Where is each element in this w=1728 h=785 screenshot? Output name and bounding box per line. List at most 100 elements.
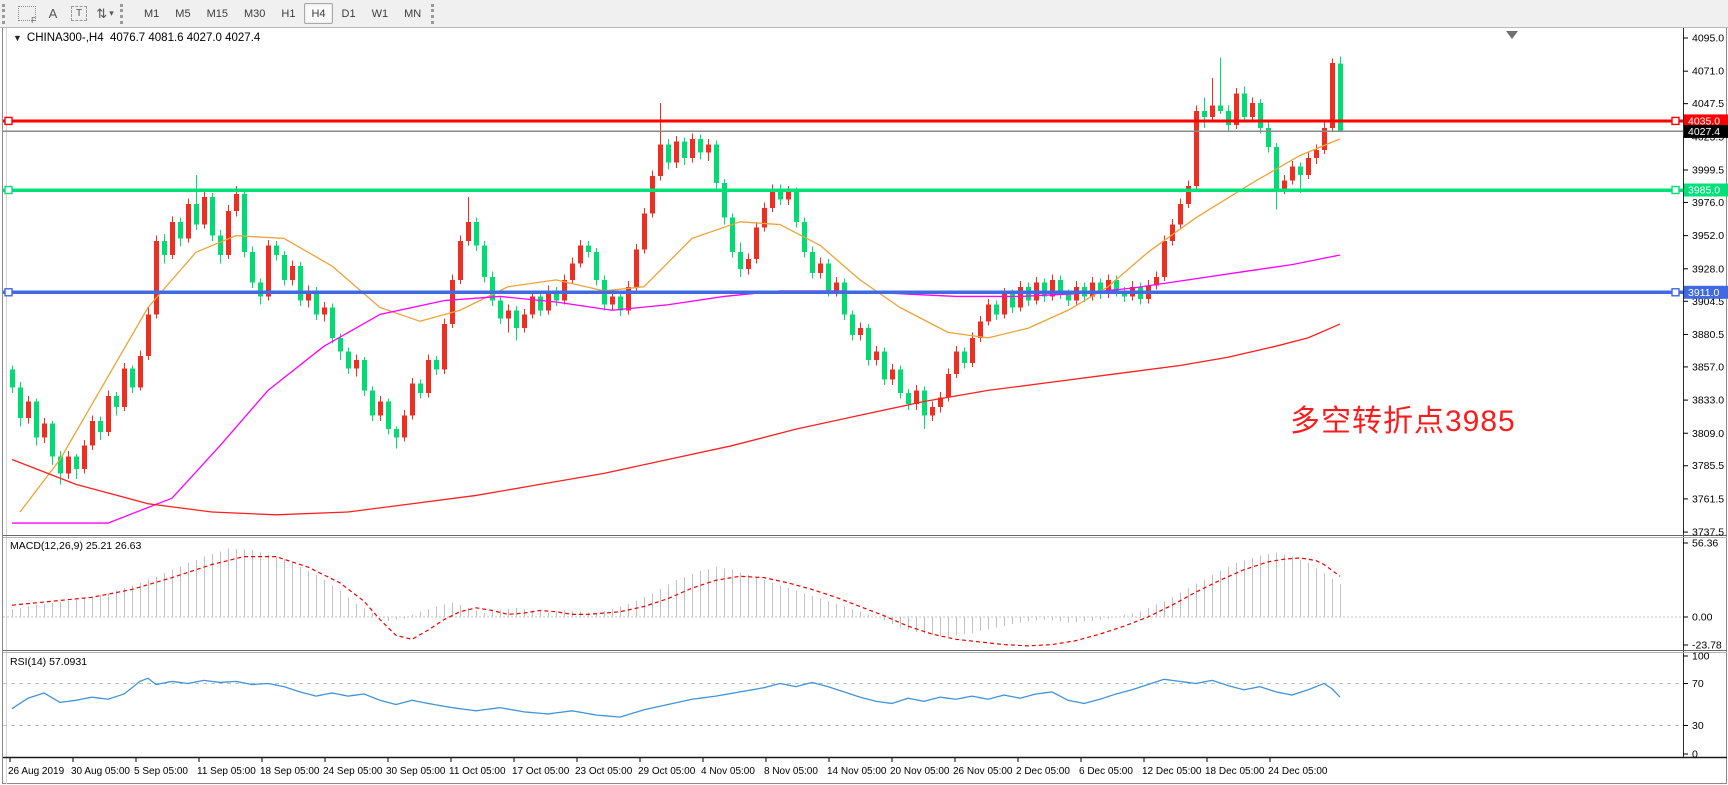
- hline-handle[interactable]: [4, 185, 13, 195]
- candle-body: [690, 138, 695, 159]
- candle-body: [34, 401, 39, 438]
- candle-body: [722, 183, 727, 218]
- time-axis-label: 20 Nov 05:00: [890, 766, 950, 777]
- candle-body: [234, 194, 239, 211]
- candle-body: [1290, 166, 1295, 181]
- candle-body: [202, 196, 207, 225]
- candle-body: [618, 296, 623, 311]
- toolbar-grip[interactable]: [120, 3, 130, 24]
- candle-body: [1226, 111, 1231, 126]
- rsi-indicator-label: RSI(14) 57.0931: [10, 656, 88, 668]
- time-axis-label: 26 Aug 2019: [8, 766, 65, 777]
- text-box-button[interactable]: T: [67, 3, 91, 25]
- candle-body: [1090, 282, 1095, 297]
- timeframe-button-w1[interactable]: W1: [371, 7, 389, 20]
- toolbar-grip[interactable]: [431, 3, 441, 24]
- candle-body: [146, 314, 151, 356]
- candle-body: [1282, 180, 1287, 191]
- candle-body: [882, 351, 887, 380]
- candle-body: [290, 266, 295, 280]
- price-tick-label: 3952.0: [1692, 230, 1724, 242]
- time-axis-label: 23 Oct 05:00: [575, 766, 633, 777]
- arrow-style-button[interactable]: ⇅ ▾: [93, 3, 117, 25]
- candle-body: [634, 249, 639, 287]
- price-tick-label: 3857.0: [1692, 361, 1724, 373]
- price-tick-label: 4095.0: [1692, 33, 1724, 45]
- candle-body: [994, 304, 999, 315]
- candle-body: [378, 401, 383, 416]
- chart-shift-marker-icon[interactable]: [1506, 31, 1518, 39]
- timeframe-button-h1[interactable]: H1: [281, 7, 296, 20]
- candle-body: [1250, 102, 1255, 117]
- text-label-button[interactable]: A: [41, 3, 65, 25]
- price-badge: [1684, 124, 1728, 138]
- time-axis-label: 11 Oct 05:00: [449, 766, 506, 777]
- candle-body: [706, 144, 711, 153]
- candle-body: [562, 279, 567, 301]
- hline-handle[interactable]: [1671, 185, 1680, 195]
- time-axis-label: 14 Nov 05:00: [827, 766, 887, 777]
- candle-body: [850, 314, 855, 336]
- time-axis-label: 24 Sep 05:00: [323, 766, 383, 777]
- candle-body: [626, 286, 631, 311]
- candle-body: [746, 259, 751, 269]
- timeframe-button-m5[interactable]: M5: [175, 7, 191, 20]
- candle-body: [1242, 93, 1247, 117]
- candle-body: [410, 383, 415, 416]
- macd-tick-label: 0.00: [1692, 612, 1713, 624]
- candle-body: [418, 383, 423, 394]
- candle-body: [762, 207, 767, 228]
- time-axis-label: 8 Nov 05:00: [764, 766, 818, 777]
- time-axis-label: 24 Dec 05:00: [1268, 766, 1328, 777]
- text-label-icon: A: [48, 6, 58, 21]
- candle-body: [826, 263, 831, 291]
- candle-body: [554, 290, 559, 301]
- price-tick-label: 3976.0: [1692, 197, 1724, 209]
- hline-handle[interactable]: [1671, 116, 1680, 126]
- candle-body: [674, 141, 679, 163]
- timeframe-button-m15[interactable]: M15: [206, 7, 228, 20]
- hline-handle[interactable]: [1671, 288, 1680, 297]
- candle-body: [922, 390, 927, 416]
- candle-body: [1258, 102, 1263, 128]
- hline-handle[interactable]: [4, 288, 13, 297]
- candle-body: [1202, 111, 1207, 117]
- indicators-grid-icon-button[interactable]: F: [15, 3, 39, 25]
- candle-body: [82, 445, 87, 470]
- timeframe-button-m1[interactable]: M1: [144, 7, 160, 20]
- candle-body: [42, 423, 47, 438]
- timeframe-button-d1[interactable]: D1: [341, 7, 356, 20]
- price-tick-label: 4071.0: [1692, 66, 1724, 78]
- candle-body: [1010, 293, 1015, 308]
- timeframe-button-m30[interactable]: M30: [243, 7, 266, 20]
- candle-body: [946, 373, 951, 398]
- candle-body: [90, 420, 95, 446]
- chart-symbol-title: ▼ CHINA300-,H4 4076.7 4081.6 4027.0 4027.…: [13, 32, 260, 44]
- chart-text-annotation[interactable]: 多空转折点3985: [1290, 405, 1516, 438]
- timeframe-button-h4[interactable]: H4: [304, 3, 333, 24]
- hline-handle[interactable]: [4, 116, 13, 126]
- toolbar-grip[interactable]: [2, 3, 12, 24]
- price-badge-label: 4027.4: [1688, 126, 1720, 138]
- rsi-line: [11, 677, 1341, 718]
- price-tick-label: 4047.5: [1692, 98, 1724, 110]
- timeframe-button-mn[interactable]: MN: [404, 7, 422, 20]
- price-tick-label: 3833.0: [1692, 395, 1724, 407]
- price-tick-label: 3880.5: [1692, 329, 1724, 341]
- candle-body: [538, 296, 543, 311]
- candle-body: [906, 393, 911, 405]
- candle-body: [1330, 62, 1335, 128]
- candle-body: [578, 245, 583, 264]
- time-axis-label: 26 Nov 05:00: [953, 766, 1013, 777]
- price-tick-label: 3785.5: [1692, 460, 1724, 472]
- candle-body: [18, 387, 23, 419]
- candle-body: [818, 263, 823, 273]
- candle-body: [482, 245, 487, 278]
- candle-body: [874, 351, 879, 361]
- time-axis-label: 4 Nov 05:00: [701, 766, 755, 777]
- candle-body: [218, 235, 223, 255]
- candle-body: [266, 245, 271, 297]
- chart-dropdown-icon[interactable]: ▼: [13, 33, 22, 43]
- candle-body: [770, 188, 775, 208]
